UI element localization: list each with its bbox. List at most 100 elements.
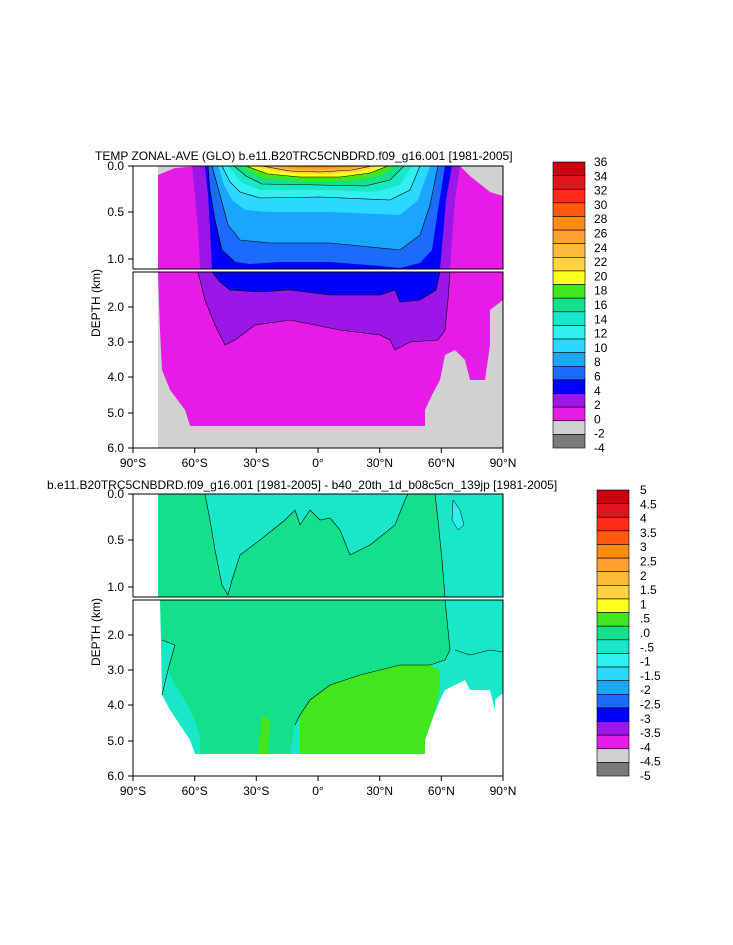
colorbar-swatch	[596, 530, 630, 545]
y-tick-label: 4.0	[107, 370, 124, 384]
x-tick-label: 90°S	[120, 456, 146, 470]
x-tick-label: 30°S	[243, 784, 269, 798]
colorbar-swatch	[596, 639, 630, 654]
colorbar-label: 6	[594, 370, 601, 384]
y-tick-label: 3.0	[107, 663, 124, 677]
colorbar-label: 2	[594, 398, 601, 412]
diff-green	[158, 494, 445, 597]
x-tick-label: 0°	[312, 784, 324, 798]
colorbar-label: -4	[640, 740, 651, 754]
colorbar-label: 12	[594, 327, 608, 341]
colorbar-swatch	[552, 297, 586, 313]
colorbar-label: 24	[594, 241, 608, 255]
colorbar-swatch	[596, 598, 630, 613]
colorbar-difference: 54.543.532.521.51.5.0-.5-1-1.5-2-2.5-3-3…	[596, 483, 661, 783]
colorbar-label: 36	[594, 155, 608, 169]
colorbar-swatch	[596, 734, 630, 750]
colorbar-swatch	[596, 571, 630, 586]
colorbar-swatch	[596, 707, 630, 722]
land-south-pole	[160, 370, 190, 448]
colorbar-label: .5	[640, 612, 650, 626]
x-tick-label: 0°	[312, 456, 324, 470]
panel-b-title: b.e11.B20TRC5CNBDRD.f09_g16.001 [1981-20…	[47, 478, 557, 492]
colorbar-label: 3	[640, 540, 647, 554]
diff-light-green	[300, 665, 440, 754]
y-tick-label: 3.0	[107, 335, 124, 349]
y-tick-label: 2.0	[107, 300, 124, 314]
colorbar-swatch	[552, 393, 586, 408]
colorbar-swatch	[552, 284, 586, 299]
colorbar-swatch	[552, 243, 586, 258]
colorbar-swatch	[552, 270, 586, 285]
colorbar-swatch	[552, 188, 586, 204]
colorbar-label: 26	[594, 227, 608, 241]
colorbar-swatch	[596, 585, 630, 600]
colorbar-label: 20	[594, 269, 608, 283]
colorbar-label: 5	[640, 483, 647, 497]
panel-b-upper-field	[133, 494, 503, 597]
panel-a-upper-frame	[132, 165, 504, 270]
colorbar-label: 2	[640, 569, 647, 583]
colorbar-swatch	[596, 557, 630, 573]
colorbar-label: 32	[594, 184, 608, 198]
x-tick-label: 90°S	[120, 784, 146, 798]
x-tick-label: 90°N	[490, 784, 517, 798]
colorbar-swatch	[552, 175, 586, 190]
colorbar-label: 0	[594, 412, 601, 426]
colorbar-label: -.5	[640, 640, 654, 654]
y-tick-label: 2.0	[107, 628, 124, 642]
x-tick-label: 60°S	[182, 784, 208, 798]
colorbar-swatch	[552, 161, 586, 176]
y-tick-label: 6.0	[107, 441, 124, 455]
colorbar-label: -5	[640, 769, 651, 783]
panel-difference: b.e11.B20TRC5CNBDRD.f09_g16.001 [1981-20…	[47, 478, 661, 798]
colorbar-label: -2.5	[640, 698, 661, 712]
colorbar-swatch	[552, 338, 586, 353]
panel-b-lower-field	[133, 600, 503, 776]
colorbar-label: 1	[640, 597, 647, 611]
colorbar-swatch	[596, 680, 630, 695]
y-tick-label: 1.0	[107, 580, 124, 594]
colorbar-swatch	[596, 693, 630, 709]
colorbar-label: -3	[640, 712, 651, 726]
colorbar-swatch	[596, 612, 630, 627]
colorbar-label: 1.5	[640, 583, 657, 597]
panel-a-lower-field	[133, 272, 503, 448]
colorbar-label: -2	[640, 683, 651, 697]
colorbar-swatch	[552, 379, 586, 394]
colorbar-swatch	[596, 721, 630, 736]
colorbar-swatch	[552, 257, 586, 272]
y-tick-label: 5.0	[107, 734, 124, 748]
colorbar-swatch	[596, 503, 630, 518]
colorbar-label: -1.5	[640, 669, 661, 683]
x-tick-label: 30°N	[366, 456, 393, 470]
colorbar-label: 18	[594, 284, 608, 298]
colorbar-label: -4.5	[640, 755, 661, 769]
x-tick-label: 60°N	[428, 456, 455, 470]
colorbar-swatch	[552, 365, 586, 381]
x-tick-label: 90°N	[490, 456, 517, 470]
y-tick-label: 0.5	[107, 533, 124, 547]
colorbar-label: -2	[594, 427, 605, 441]
ocean-blue-deep	[212, 272, 440, 302]
colorbar-label: 16	[594, 298, 608, 312]
y-tick-label: 0.0	[107, 487, 124, 501]
colorbar-swatch	[552, 311, 586, 326]
colorbar-label: 2.5	[640, 555, 657, 569]
colorbar-swatch	[596, 666, 630, 681]
colorbar-swatch	[552, 325, 586, 340]
colorbar-label: 28	[594, 212, 608, 226]
colorbar-label: -1	[640, 655, 651, 669]
colorbar-swatch	[596, 748, 630, 763]
colorbar-swatch	[552, 229, 586, 245]
y-tick-label: 5.0	[107, 406, 124, 420]
y-axis-label: DEPTH (km)	[89, 269, 103, 337]
y-tick-label: 0.0	[107, 159, 124, 173]
colorbar-label: -4	[594, 441, 605, 455]
x-tick-label: 60°N	[428, 784, 455, 798]
colorbar-label: 22	[594, 255, 608, 269]
colorbar-label: 34	[594, 169, 608, 183]
x-tick-label: 30°S	[243, 456, 269, 470]
